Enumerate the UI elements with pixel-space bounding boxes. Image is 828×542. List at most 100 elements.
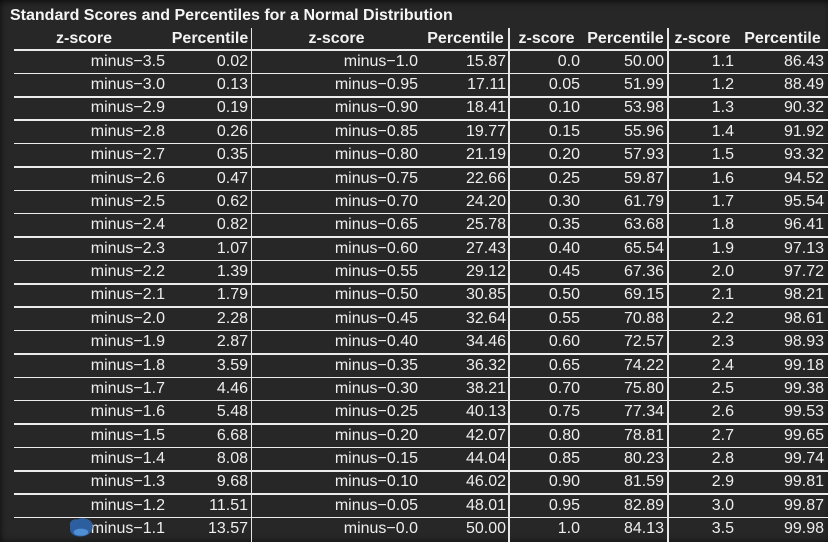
table-row: minus−1.6 5.48 minus−0.25 40.13 0.75 77.34 2.6… bbox=[0, 399, 828, 424]
percentile-cell: 80.23 bbox=[623, 450, 664, 468]
table-row: minus−1.8 3.59 minus−0.35 36.32 0.65 74.22 2.4… bbox=[0, 353, 828, 377]
z-score-cell: 1.1 bbox=[711, 52, 734, 70]
z-score-cell: minus−1.9 bbox=[90, 333, 165, 351]
z-score-cell: minus−0.85 bbox=[334, 122, 418, 140]
percentile-cell: 99.98 bbox=[783, 520, 824, 538]
table-row: minus−2.0 2.28 minus−0.45 32.64 0.55 70.88 2.2… bbox=[0, 306, 828, 330]
z-score-cell: minus−0.65 bbox=[334, 216, 418, 234]
percentile-cell: 53.98 bbox=[623, 99, 664, 117]
percentile-cell: 98.61 bbox=[783, 309, 824, 327]
percentile-cell: 30.85 bbox=[465, 286, 506, 304]
percentile-cell: 0.02 bbox=[216, 52, 248, 70]
column-group-divider-3 bbox=[667, 28, 669, 542]
z-score-cell: minus−0.20 bbox=[334, 426, 418, 444]
percentile-cell: 46.02 bbox=[465, 473, 506, 491]
z-score-cell: 2.1 bbox=[711, 286, 734, 304]
z-score-cell: 1.4 bbox=[711, 122, 734, 140]
z-score-cell: minus−0.95 bbox=[334, 76, 418, 94]
percentile-cell: 9.68 bbox=[216, 473, 248, 491]
percentile-cell: 51.99 bbox=[623, 76, 664, 94]
z-score-cell: 0.05 bbox=[548, 76, 580, 94]
z-score-cell: minus−0.60 bbox=[334, 239, 418, 257]
percentile-cell: 99.87 bbox=[783, 496, 824, 514]
percentile-cell: 2.28 bbox=[216, 309, 248, 327]
z-score-cell: minus−0.50 bbox=[334, 286, 418, 304]
percentile-cell: 1.39 bbox=[216, 263, 248, 281]
table-row: minus−1.9 2.87 minus−0.40 34.46 0.60 72.57 2.3… bbox=[0, 329, 828, 354]
table-row: minus−3.0 0.13 minus−0.95 17.11 0.05 51.99 1.2… bbox=[0, 72, 828, 96]
percentile-cell: 0.82 bbox=[216, 216, 248, 234]
z-score-cell: 0.95 bbox=[548, 496, 580, 514]
percentile-cell: 97.13 bbox=[783, 239, 824, 257]
percentile-cell: 0.13 bbox=[216, 76, 248, 94]
percentile-cell: 17.11 bbox=[467, 76, 506, 94]
page-title: Standard Scores and Percentiles for a No… bbox=[10, 7, 453, 24]
table-row: minus−2.1 1.79 minus−0.50 30.85 0.50 69.15 2.1… bbox=[0, 282, 828, 307]
z-score-cell: 0.60 bbox=[548, 333, 580, 351]
z-score-cell: minus−3.0 bbox=[90, 76, 165, 94]
z-score-cell: minus−2.2 bbox=[90, 263, 165, 281]
percentile-cell: 70.88 bbox=[623, 309, 664, 327]
z-score-cell: 2.8 bbox=[711, 450, 734, 468]
percentile-cell: 32.64 bbox=[465, 309, 506, 327]
z-score-cell: 0.45 bbox=[548, 263, 580, 281]
percentile-cell: 81.59 bbox=[623, 473, 664, 491]
percentile-cell: 98.93 bbox=[783, 333, 824, 351]
percentile-cell: 57.93 bbox=[623, 146, 664, 164]
percentile-cell: 0.62 bbox=[216, 192, 248, 210]
z-score-cell: minus−1.4 bbox=[90, 450, 165, 468]
percentile-cell: 55.96 bbox=[623, 122, 664, 140]
table-row: minus−1.5 6.68 minus−0.20 42.07 0.80 78.81 2.7… bbox=[0, 423, 828, 447]
z-score-cell: minus−2.5 bbox=[90, 192, 165, 210]
z-score-cell: minus−0.75 bbox=[334, 169, 418, 187]
percentile-cell: 98.21 bbox=[783, 286, 824, 304]
percentile-cell: 0.35 bbox=[216, 146, 248, 164]
z-score-cell: 0.85 bbox=[548, 450, 580, 468]
z-score-cell: 1.6 bbox=[711, 169, 734, 187]
percentile-cell: 11.51 bbox=[209, 496, 248, 514]
z-score-cell: minus−0.10 bbox=[334, 473, 418, 491]
percentile-cell: 18.41 bbox=[465, 99, 506, 117]
percentile-cell: 95.54 bbox=[783, 192, 824, 210]
percentile-cell: 65.54 bbox=[623, 239, 664, 257]
z-score-cell: 2.3 bbox=[711, 333, 734, 351]
z-score-cell: minus−0.30 bbox=[334, 379, 418, 397]
z-score-cell: minus−1.0 bbox=[343, 52, 418, 70]
percentile-cell: 99.74 bbox=[783, 450, 824, 468]
z-score-cell: 1.3 bbox=[711, 99, 734, 117]
z-score-cell: 2.6 bbox=[711, 403, 734, 421]
z-score-cell: minus−0.35 bbox=[334, 356, 418, 374]
percentile-cell: 5.48 bbox=[216, 403, 248, 421]
percentile-cell: 63.68 bbox=[623, 216, 664, 234]
z-score-cell: 0.15 bbox=[548, 122, 580, 140]
percentile-cell: 21.19 bbox=[465, 146, 506, 164]
percentile-cell: 1.79 bbox=[216, 286, 248, 304]
percentile-cell: 77.34 bbox=[623, 403, 664, 421]
z-score-cell: minus−1.2 bbox=[90, 496, 165, 514]
percentile-cell: 88.49 bbox=[783, 76, 824, 94]
z-score-cell: minus−0.40 bbox=[334, 333, 418, 351]
percentile-cell: 1.07 bbox=[216, 239, 248, 257]
z-score-cell: 2.7 bbox=[711, 426, 734, 444]
percentile-cell: 86.43 bbox=[783, 52, 824, 70]
percentile-cell: 67.36 bbox=[623, 263, 664, 281]
column-header-percentile: Percentile bbox=[744, 30, 821, 47]
z-score-cell: minus−1.1 bbox=[90, 520, 165, 538]
z-score-cell: 2.5 bbox=[711, 379, 734, 397]
z-score-percentile-table: z-score Percentile z-score Percentile z-scor… bbox=[0, 28, 828, 541]
column-header-z-score: z-score bbox=[518, 30, 575, 47]
percentile-cell: 24.20 bbox=[465, 192, 506, 210]
percentile-cell: 13.57 bbox=[207, 520, 248, 538]
percentile-cell: 99.18 bbox=[783, 356, 824, 374]
z-score-cell: minus−0.45 bbox=[334, 309, 418, 327]
z-score-cell: minus−0.80 bbox=[334, 146, 418, 164]
z-score-cell: 0.90 bbox=[548, 473, 580, 491]
z-score-cell: minus−0.05 bbox=[334, 496, 418, 514]
z-score-cell: 1.9 bbox=[711, 239, 734, 257]
percentile-cell: 50.00 bbox=[623, 52, 664, 70]
percentile-cell: 96.41 bbox=[783, 216, 824, 234]
table-row: minus−2.8 0.26 minus−0.85 19.77 0.15 55.96 1.4… bbox=[0, 119, 828, 143]
table-row: minus−3.5 0.02 minus−1.0 15.87 0.0 50.00 1.1 86… bbox=[0, 49, 828, 73]
z-score-cell: 0.0 bbox=[557, 52, 580, 70]
